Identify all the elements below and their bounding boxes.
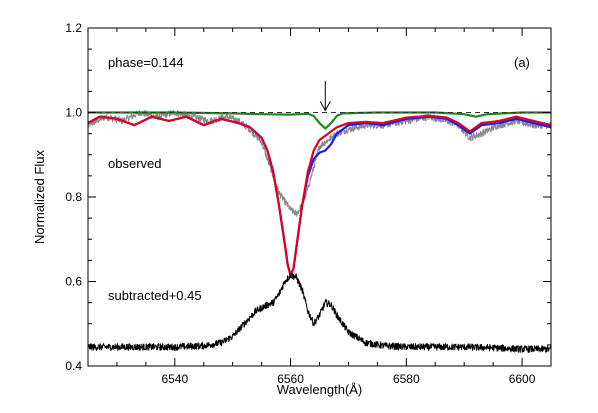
series-line-3 <box>88 111 551 130</box>
subtracted-annotation: subtracted+0.45 <box>108 288 202 303</box>
series-line-2 <box>88 114 551 277</box>
series-layer <box>88 109 551 353</box>
phase-annotation: phase=0.144 <box>108 55 184 70</box>
y-tick-label: 0.8 <box>65 190 82 204</box>
ticks-layer: 6540 6560 6580 6600 0.4 0.6 0.8 1.0 1.2 <box>65 21 551 386</box>
series-line-4 <box>88 272 551 353</box>
panel-label: (a) <box>514 55 530 70</box>
y-axis-label: Normalized Flux <box>32 150 47 244</box>
y-tick-label: 1.0 <box>65 106 82 120</box>
y-tick-label: 1.2 <box>65 21 82 35</box>
observed-annotation: observed <box>108 156 161 171</box>
y-tick-label: 0.6 <box>65 275 82 289</box>
arrow-head <box>319 101 331 112</box>
x-tick-label: 6580 <box>393 372 420 386</box>
x-tick-label: 6600 <box>509 372 536 386</box>
x-tick-label: 6560 <box>277 372 304 386</box>
series-line-0 <box>88 109 551 217</box>
y-tick-label: 0.4 <box>65 359 82 373</box>
x-axis-label: Wavelength(Å) <box>277 382 363 397</box>
arrow-layer <box>319 81 331 112</box>
x-tick-label: 6540 <box>161 372 188 386</box>
